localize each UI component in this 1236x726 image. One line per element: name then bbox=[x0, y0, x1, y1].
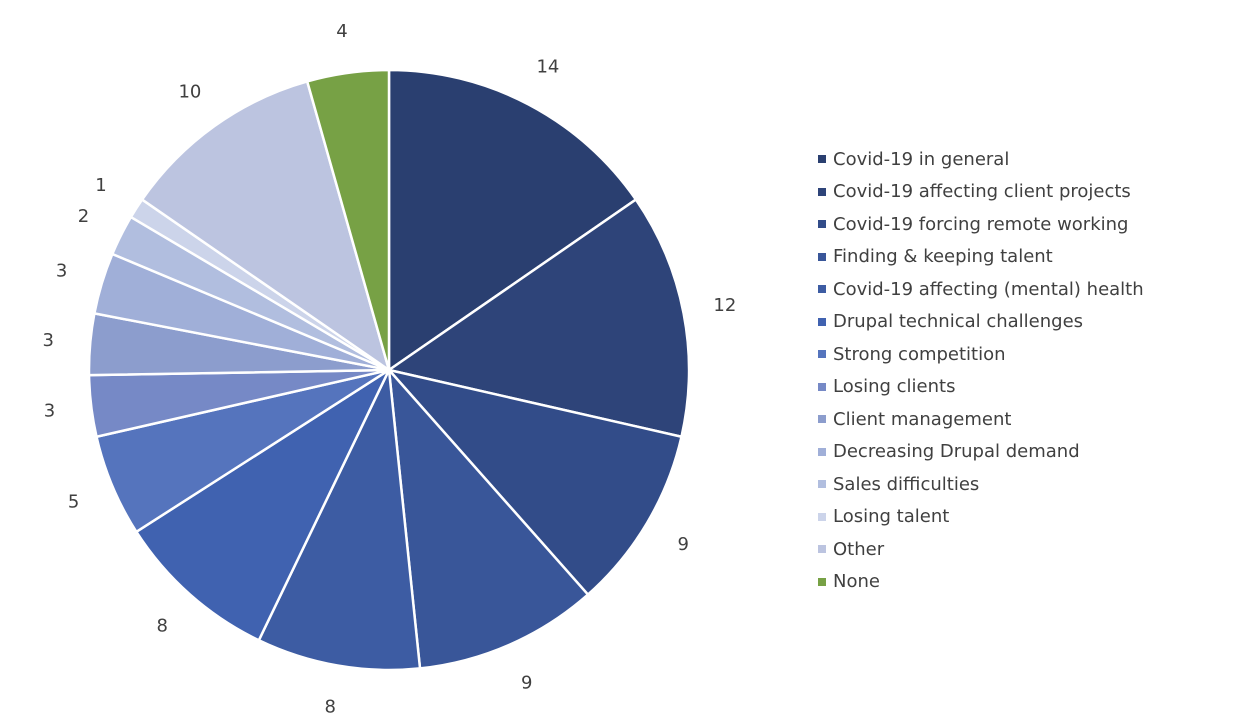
legend-swatch bbox=[818, 187, 826, 196]
legend-entry-client-management: Client management bbox=[818, 403, 1144, 436]
legend-swatch bbox=[818, 512, 826, 521]
legend-entry-decreasing-drupal-demand: Decreasing Drupal demand bbox=[818, 436, 1144, 469]
data-label-other: 10 bbox=[178, 81, 201, 102]
legend-swatch bbox=[818, 252, 826, 261]
pie-slice-covid-19-in-general bbox=[387, 68, 638, 372]
legend-label: Client management bbox=[833, 408, 1012, 430]
legend-label: Covid-19 forcing remote working bbox=[833, 213, 1129, 235]
legend-label: Covid-19 affecting client projects bbox=[833, 181, 1131, 203]
legend-entry-covid-19-affecting-mental-health: Covid-19 affecting (mental) health bbox=[818, 273, 1144, 306]
legend-entry-finding-keeping-talent: Finding & keeping talent bbox=[818, 241, 1144, 274]
legend-entry-covid-19-affecting-client-projects: Covid-19 affecting client projects bbox=[818, 176, 1144, 209]
data-label-strong-competition: 5 bbox=[68, 492, 79, 513]
legend-swatch bbox=[818, 415, 826, 424]
data-label-finding-keeping-talent: 9 bbox=[521, 673, 532, 694]
data-label-none: 4 bbox=[336, 21, 347, 42]
legend-swatch bbox=[818, 317, 826, 326]
legend-label: Losing talent bbox=[833, 506, 950, 528]
legend-entry-drupal-technical-challenges: Drupal technical challenges bbox=[818, 306, 1144, 339]
legend-entry-strong-competition: Strong competition bbox=[818, 338, 1144, 371]
pie-slice-none bbox=[305, 68, 391, 372]
legend-label: Covid-19 in general bbox=[833, 148, 1010, 170]
data-label-covid-19-in-general: 14 bbox=[536, 57, 559, 78]
pie-data-labels: 14 12 9 9 8 8 5 3 3 3 21 10 4 bbox=[43, 21, 737, 718]
legend-entry-other: Other bbox=[818, 533, 1144, 566]
data-label-covid-19-affecting-mental-health: 8 bbox=[325, 696, 336, 717]
legend-label: Other bbox=[833, 538, 885, 560]
legend-label: None bbox=[833, 571, 880, 593]
legend-swatch bbox=[818, 285, 826, 294]
pie-slice-covid-19-affecting-mental-health bbox=[257, 368, 422, 672]
legend-label: Decreasing Drupal demand bbox=[833, 441, 1080, 463]
legend-label: Covid-19 affecting (mental) health bbox=[833, 278, 1144, 300]
pie-slice-drupal-technical-challenges bbox=[135, 368, 391, 642]
data-label-losing-talent: 1 bbox=[95, 175, 106, 196]
pie-slice-finding-keeping-talent bbox=[387, 368, 590, 670]
data-label-client-management: 3 bbox=[43, 330, 54, 351]
data-label-sales-difficulties: 2 bbox=[78, 206, 89, 227]
legend-swatch bbox=[818, 382, 826, 391]
pie-slices bbox=[87, 68, 691, 672]
legend-label: Losing clients bbox=[833, 376, 956, 398]
legend-entry-none: None bbox=[818, 566, 1144, 599]
legend-swatch bbox=[818, 155, 826, 164]
data-label-covid-19-forcing-remote-working: 9 bbox=[677, 534, 688, 555]
legend-entry-sales-difficulties: Sales difficulties bbox=[818, 468, 1144, 501]
legend-swatch bbox=[818, 577, 826, 586]
legend-swatch bbox=[818, 350, 826, 359]
legend-swatch bbox=[818, 480, 826, 489]
data-label-covid-19-affecting-client-projects: 12 bbox=[713, 295, 736, 316]
legend: Covid-19 in general Covid-19 affecting cl… bbox=[818, 143, 1144, 598]
legend-swatch bbox=[818, 447, 826, 456]
pie-slice-covid-19-forcing-remote-working bbox=[387, 368, 683, 596]
legend-entry-covid-19-forcing-remote-working: Covid-19 forcing remote working bbox=[818, 208, 1144, 241]
legend-entry-losing-talent: Losing talent bbox=[818, 501, 1144, 534]
pie-slice-covid-19-affecting-client-projects bbox=[387, 198, 691, 439]
data-label-drupal-technical-challenges: 8 bbox=[156, 615, 167, 636]
legend-entry-covid-19-in-general: Covid-19 in general bbox=[818, 143, 1144, 176]
legend-swatch bbox=[818, 545, 826, 554]
data-label-losing-clients: 3 bbox=[44, 401, 55, 422]
legend-entry-losing-clients: Losing clients bbox=[818, 371, 1144, 404]
legend-label: Drupal technical challenges bbox=[833, 311, 1084, 333]
data-label-decreasing-drupal-demand: 3 bbox=[56, 261, 67, 282]
legend-swatch bbox=[818, 220, 826, 229]
pie-chart: 14 12 9 9 8 8 5 3 3 3 21 10 4 bbox=[43, 21, 737, 718]
legend-label: Strong competition bbox=[833, 343, 1006, 365]
legend-label: Finding & keeping talent bbox=[833, 246, 1053, 268]
legend-label: Sales difficulties bbox=[833, 473, 980, 495]
